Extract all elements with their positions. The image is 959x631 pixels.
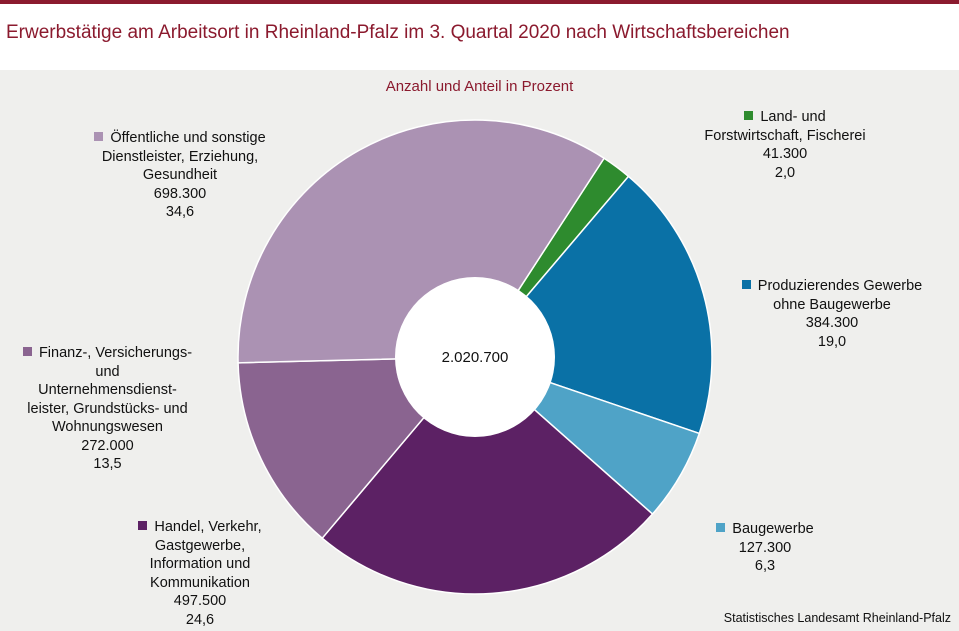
slice-percent: 6,3: [754, 558, 776, 574]
slice-name-line: Kommunikation: [150, 574, 250, 591]
legend-swatch: [744, 111, 754, 120]
slice-name-line: Baugewerbe: [732, 521, 814, 537]
slice-label-1: Produzierendes Gewerbe ohne Baugewerbe 384…: [722, 277, 942, 351]
legend-swatch: [22, 347, 32, 356]
slice-name-line: Finanz-, Versicherungs-: [38, 345, 193, 361]
chart-title: Erwerbstätige am Arbeitsort in Rheinland…: [6, 22, 790, 43]
slice-label-2: Baugewerbe 127.300 6,3: [700, 520, 830, 576]
slice-name-line: Unternehmensdienst-: [38, 382, 177, 398]
legend-swatch: [716, 523, 726, 532]
total-label: 2.020.700: [442, 349, 509, 366]
slice-percent: 13,5: [93, 456, 122, 472]
top-rule: [0, 0, 959, 4]
pie-slice-3: [321, 355, 654, 595]
slice-count: 497.500: [173, 593, 227, 609]
slice-count: 41.300: [762, 146, 808, 162]
slice-name-line: Wohnungswesen: [52, 419, 163, 435]
source-note: Statistisches Landesamt Rheinland-Pfalz: [723, 611, 951, 625]
legend-swatch: [741, 280, 751, 289]
legend-swatch: [94, 132, 104, 141]
slice-label-5: Öffentliche und sonstige Dienstleister, E…: [60, 129, 300, 222]
chart-subtitle: Anzahl und Anteil in Prozent: [385, 78, 574, 95]
legend-swatch: [138, 521, 148, 530]
slice-name-line: Dienstleister, Erziehung,: [101, 148, 259, 165]
slice-label-0: Land- und Forstwirtschaft, Fischerei 41.30…: [665, 108, 905, 182]
slice-name-line: ohne Baugewerbe: [773, 296, 891, 313]
slice-count: 698.300: [153, 185, 207, 202]
slice-name-line: Forstwirtschaft, Fischerei: [704, 127, 866, 144]
slice-name-line: Handel, Verkehr,: [154, 519, 262, 535]
slice-name-line: Information und: [149, 556, 251, 572]
slice-name-line: leister, Grundstücks- und: [27, 400, 188, 417]
slice-count: 384.300: [805, 315, 859, 331]
slice-name-line: Gastgewerbe,: [154, 537, 246, 554]
slice-name-line: Öffentliche und sonstige: [110, 130, 266, 146]
slice-label-4: Finanz-, Versicherungs-und Unternehmensdi…: [0, 344, 215, 474]
pie-slice-5: [237, 119, 606, 364]
slice-name-line: und: [95, 363, 120, 380]
slice-percent: 24,6: [185, 611, 215, 628]
slice-label-3: Handel, Verkehr, Gastgewerbe, Information …: [110, 518, 290, 629]
slice-percent: 2,0: [774, 164, 796, 181]
slice-count: 127.300: [738, 539, 792, 556]
slice-name-line: Produzierendes Gewerbe: [757, 278, 923, 294]
slice-percent: 34,6: [165, 204, 195, 220]
slice-name-line: Gesundheit: [142, 167, 218, 183]
donut-hole: [395, 277, 555, 437]
slice-percent: 19,0: [817, 333, 847, 350]
slice-count: 272.000: [81, 437, 134, 454]
slice-name-line: Land- und: [760, 109, 826, 125]
